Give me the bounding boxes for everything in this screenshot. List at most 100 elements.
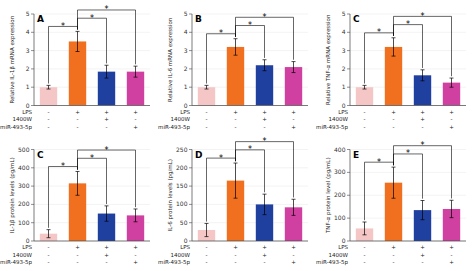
- y-label: Relative IL-6 mRNA expression: [167, 17, 174, 102]
- tick: [31, 204, 34, 205]
- y-axis: [192, 150, 193, 242]
- tick-label: 3: [342, 47, 346, 54]
- bracket: [207, 34, 236, 84]
- bar: [256, 65, 273, 105]
- error-bar: [105, 206, 109, 221]
- error-bar: [134, 66, 138, 77]
- bracket: [78, 18, 107, 63]
- row-sign: -: [77, 252, 79, 258]
- marks: [356, 167, 460, 241]
- bar: [40, 87, 57, 105]
- row-sign: -: [393, 124, 395, 130]
- row-sign: -: [393, 116, 395, 122]
- significance-star: *: [406, 20, 410, 29]
- tick-label: 400: [334, 146, 346, 153]
- grid-line: [192, 186, 308, 187]
- tick-label: 5: [184, 10, 188, 17]
- x-axis: [34, 105, 150, 106]
- significance-star: *: [105, 5, 109, 14]
- row-sign: -: [422, 259, 424, 265]
- tick: [347, 14, 350, 15]
- x-axis: [192, 105, 308, 106]
- tick-label: 200: [334, 191, 346, 198]
- tick: [189, 14, 192, 15]
- tick: [189, 105, 192, 106]
- grid-line: [192, 241, 308, 242]
- row-sign: -: [77, 124, 79, 130]
- y-axis: [34, 150, 35, 242]
- grid-line: [192, 50, 308, 51]
- tick-label: 3: [184, 47, 188, 54]
- tick-label: 0: [342, 237, 346, 244]
- grid-line: [34, 68, 150, 69]
- tick-label: 4: [184, 28, 188, 35]
- row-sign: +: [391, 244, 396, 250]
- bracket: [365, 33, 394, 84]
- error-bar: [47, 85, 51, 89]
- row-sign: -: [48, 244, 50, 250]
- row-sign: -: [135, 116, 137, 122]
- tick-label: 0: [342, 102, 346, 109]
- row-sign: -: [106, 124, 108, 130]
- grid-line: [34, 32, 150, 33]
- tick: [31, 105, 34, 106]
- row-label: miR-493-5p: [0, 259, 32, 266]
- significance-star: *: [421, 141, 425, 150]
- y-label: Relative IL-1β mRNA expression: [9, 15, 16, 103]
- tick: [31, 241, 34, 242]
- tick-label: 200: [18, 200, 30, 207]
- tick: [31, 50, 34, 51]
- significance-star: *: [61, 162, 65, 171]
- tick-label: 1: [184, 83, 188, 90]
- row-sign: +: [233, 109, 238, 115]
- row-sign: -: [48, 109, 50, 115]
- error-bar: [450, 200, 454, 217]
- significance-star: *: [90, 154, 94, 163]
- row-label: miR-493-5p: [316, 124, 348, 131]
- row-sign: -: [206, 244, 208, 250]
- row-sign: -: [293, 252, 295, 258]
- error-bar: [205, 85, 209, 89]
- x-axis: [192, 241, 308, 242]
- tick-label: 50: [180, 219, 188, 226]
- tick-label: 200: [176, 164, 188, 171]
- row-sign: -: [364, 244, 366, 250]
- bar: [227, 47, 244, 106]
- row-label: miR-493-5p: [316, 259, 348, 266]
- panel: 012345Relative TNF-α mRNA expressionC***…: [316, 10, 466, 131]
- row-label: 1400W: [13, 116, 33, 122]
- row-sign: -: [206, 252, 208, 258]
- tick: [347, 241, 350, 242]
- bracket: [236, 150, 265, 192]
- panel: 050100150200250IL-6 protein levels (pg/m…: [158, 137, 308, 266]
- grid-line: [34, 167, 150, 168]
- marks: [40, 31, 144, 105]
- row-sign: -: [206, 124, 208, 130]
- error-bar: [421, 201, 425, 220]
- significance-star: *: [377, 28, 381, 37]
- tick-label: 400: [18, 164, 30, 171]
- row-label: 1400W: [329, 252, 349, 258]
- tick-label: 300: [334, 168, 346, 175]
- tick: [347, 218, 350, 219]
- significance-star: *: [90, 14, 94, 23]
- tick-label: 4: [26, 28, 30, 35]
- error-bar: [76, 171, 80, 195]
- row-sign: +: [291, 124, 296, 130]
- row-sign: +: [449, 109, 454, 115]
- panel-label: C: [37, 150, 44, 160]
- row-sign: +: [233, 244, 238, 250]
- row-sign: -: [77, 116, 79, 122]
- row-label: LPS: [180, 109, 190, 115]
- row-sign: -: [293, 116, 295, 122]
- row-sign: +: [75, 109, 80, 115]
- grid-line: [350, 195, 466, 196]
- bracket: [365, 162, 394, 220]
- tick: [347, 50, 350, 51]
- error-bar: [105, 65, 109, 78]
- tick: [347, 172, 350, 173]
- tick: [189, 204, 192, 205]
- row-sign: -: [48, 252, 50, 258]
- marks: [356, 38, 460, 106]
- tick-label: 1: [342, 83, 346, 90]
